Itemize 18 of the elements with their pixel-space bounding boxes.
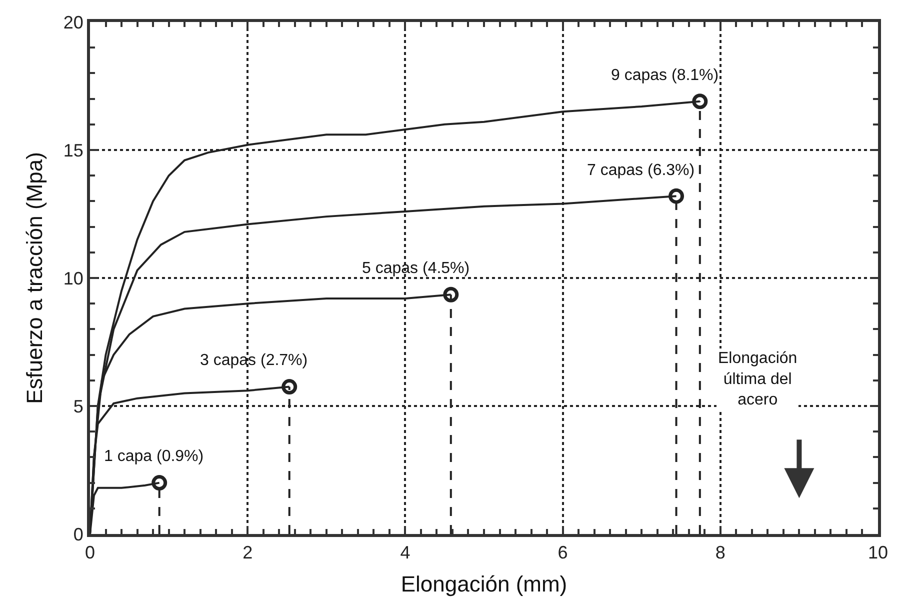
annotation: 3 capas (2.7%)	[200, 352, 308, 369]
annotation: 9 capas (8.1%)	[611, 67, 719, 84]
x-axis-title: Elongación (mm)	[400, 572, 568, 596]
y-tick-label: 10	[63, 268, 84, 288]
y-tick-label: 15	[63, 140, 84, 160]
annotation: Elongación última del acero	[718, 350, 798, 409]
annotation: 5 capas (4.5%)	[362, 260, 470, 277]
x-tick-label: 4	[400, 542, 410, 563]
x-tick-label: 8	[715, 542, 726, 563]
y-tick-label: 5	[73, 396, 84, 416]
x-tick-label: 2	[242, 542, 253, 563]
annotation: 7 capas (6.3%)	[587, 162, 695, 179]
y-axis-title: Esfuerzo a tracción (Mpa)	[22, 152, 48, 404]
x-tick-label: 10	[868, 542, 888, 563]
x-tick-label: 6	[558, 542, 568, 563]
y-tick-label: 0	[73, 524, 84, 544]
y-tick-label: 20	[63, 12, 84, 32]
annotation: 1 capa (0.9%)	[104, 448, 204, 465]
